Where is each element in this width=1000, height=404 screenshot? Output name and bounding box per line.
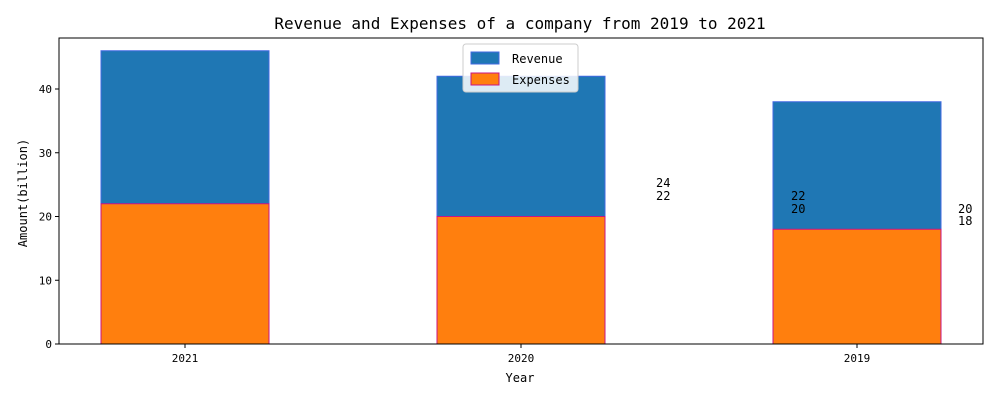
bar-expenses-2021 xyxy=(100,203,270,345)
legend-label-expenses: Expenses xyxy=(512,73,570,87)
y-axis-label: Amount(billion) xyxy=(16,139,30,247)
data-label-revenue-2019: 20 xyxy=(958,202,972,216)
data-label-revenue-2021: 24 xyxy=(656,176,670,190)
x-axis-label: Year xyxy=(506,371,535,385)
y-tick-label: 0 xyxy=(45,338,52,351)
legend-swatch-expenses xyxy=(470,72,500,86)
legend-label-revenue: Revenue xyxy=(512,52,563,66)
data-label-expenses-2020: 20 xyxy=(791,202,805,216)
bar-expenses-2020 xyxy=(436,216,606,345)
data-label-expenses-2019: 18 xyxy=(958,214,972,228)
data-label-expenses-2021: 22 xyxy=(656,189,670,203)
x-tick-label: 2019 xyxy=(844,352,871,365)
bar-expenses-2019 xyxy=(772,228,942,345)
y-tick-label: 30 xyxy=(39,147,52,160)
x-tick-label: 2021 xyxy=(172,352,199,365)
y-tick-label: 40 xyxy=(39,83,52,96)
y-tick-label: 10 xyxy=(39,274,52,287)
bars-layer xyxy=(100,50,942,345)
legend-swatch-revenue xyxy=(470,51,500,65)
chart-title: Revenue and Expenses of a company from 2… xyxy=(274,14,765,33)
y-tick-label: 20 xyxy=(39,211,52,224)
data-label-revenue-2020: 22 xyxy=(791,189,805,203)
x-tick-label: 2020 xyxy=(508,352,535,365)
legend: Revenue Expenses xyxy=(462,43,579,93)
